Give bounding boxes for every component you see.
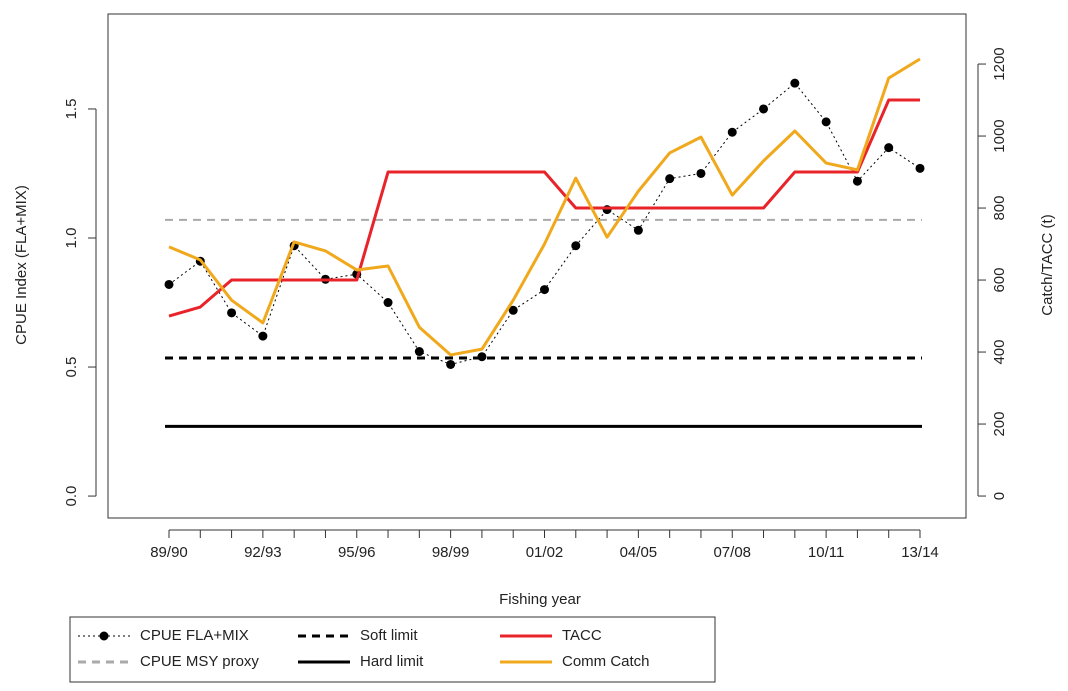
y2-tick-label: 600 <box>991 268 1008 293</box>
legend-label: Hard limit <box>360 653 424 670</box>
series-line <box>168 82 921 365</box>
data-point <box>571 241 581 251</box>
data-point <box>508 305 518 315</box>
data-point <box>665 174 675 184</box>
y-tick-label: 0.0 <box>63 486 80 507</box>
data-point <box>852 176 862 186</box>
data-point <box>884 143 894 153</box>
x-axis-title: Fishing year <box>499 591 581 608</box>
x-tick-label: 04/05 <box>620 544 658 561</box>
x-tick-label: 98/99 <box>432 544 470 561</box>
data-point <box>258 331 268 341</box>
x-tick-label: 89/90 <box>150 544 188 561</box>
y2-tick-label: 1000 <box>991 119 1008 152</box>
legend-box <box>69 616 716 683</box>
data-point <box>414 347 424 357</box>
x-tick-label: 10/11 <box>808 544 844 561</box>
x-tick-label: 13/14 <box>901 544 939 561</box>
x-tick-label: 95/96 <box>338 544 376 561</box>
series-line <box>168 98 920 318</box>
y-tick-label: 1.0 <box>63 228 80 249</box>
data-point <box>915 163 925 173</box>
data-point <box>540 285 549 295</box>
data-point <box>790 78 800 88</box>
legend-marker <box>99 631 109 641</box>
data-point <box>633 225 643 235</box>
data-point <box>759 104 769 114</box>
y-tick-label: 0.5 <box>63 357 80 378</box>
y-tick-label: 1.5 <box>63 99 80 120</box>
data-point <box>821 117 831 127</box>
y2-axis-title: Catch/TACC (t) <box>1039 214 1056 315</box>
x-tick-label: 92/93 <box>244 544 282 561</box>
y2-tick-label: 400 <box>991 340 1008 365</box>
y2-tick-label: 800 <box>991 196 1008 221</box>
y2-tick-label: 200 <box>991 412 1008 437</box>
series-line <box>168 57 921 357</box>
y-axis-title: CPUE Index (FLA+MIX) <box>13 185 30 345</box>
data-point <box>383 298 393 308</box>
legend-label: CPUE FLA+MIX <box>140 627 249 644</box>
legend-label: Comm Catch <box>562 653 650 670</box>
data-point <box>446 359 456 369</box>
legend-label: TACC <box>562 627 602 644</box>
x-tick-label: 01/02 <box>526 544 564 561</box>
x-tick-label: 07/08 <box>713 544 751 561</box>
legend-label: Soft limit <box>360 627 418 644</box>
legend-label: CPUE MSY proxy <box>140 653 259 670</box>
data-point <box>696 168 706 178</box>
data-point <box>602 205 612 215</box>
y2-tick-label: 1200 <box>991 47 1008 80</box>
data-point <box>727 127 737 137</box>
y2-tick-label: 0 <box>991 492 1008 500</box>
plot-frame <box>107 13 967 519</box>
data-point <box>227 308 237 318</box>
data-point <box>164 279 174 289</box>
